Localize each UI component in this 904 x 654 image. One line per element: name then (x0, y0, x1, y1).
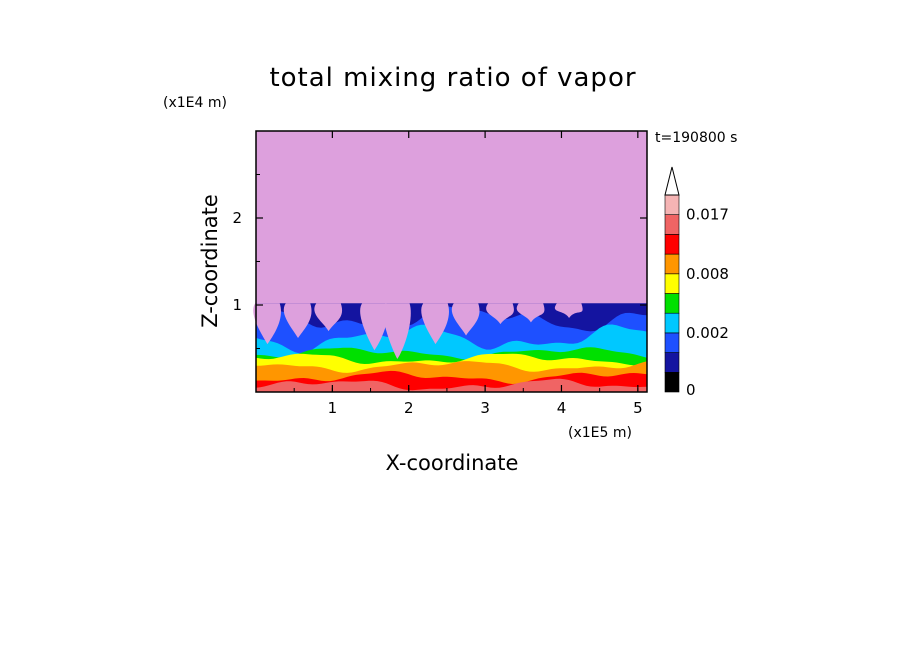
chart-title: total mixing ratio of vapor (269, 63, 636, 93)
colorbar-label: 0 (686, 381, 696, 399)
colorbar-label: 0.008 (686, 265, 729, 283)
x-tick-label: 1 (328, 399, 338, 417)
y-tick-label: 1 (232, 296, 242, 314)
x-tick-label: 4 (557, 399, 567, 417)
colorbar-label: 0.017 (686, 206, 729, 224)
dry-intrusion (283, 303, 312, 339)
contour-layer (256, 378, 647, 392)
dry-intrusion (253, 303, 281, 345)
colorbar-swatch (664, 214, 680, 235)
x-tick-label: 2 (404, 399, 414, 417)
x-axis: 1 2 3 4 5 (293, 131, 643, 417)
colorbar-swatch (664, 371, 680, 393)
colorbar-swatch (664, 273, 680, 294)
colorbar-swatch (664, 352, 680, 373)
colorbar: 0 0.002 0.008 0.017 (664, 166, 729, 399)
y-tick-label: 2 (232, 209, 242, 227)
colorbar-swatch (664, 253, 680, 275)
plot-area (253, 131, 647, 392)
dry-intrusion (554, 303, 583, 319)
dry-intrusion (486, 303, 514, 325)
x-tick-label: 3 (480, 399, 490, 417)
colorbar-swatch (664, 194, 680, 216)
y-axis: 12 (232, 174, 647, 349)
colorbar-extend-arrow (664, 166, 680, 196)
colorbar-label: 0.002 (686, 324, 729, 342)
colorbar-swatch (664, 293, 680, 314)
colorbar-swatch (664, 312, 680, 334)
dry-intrusion (360, 303, 388, 351)
dry-intrusion (516, 303, 545, 323)
dry-intrusion (421, 303, 449, 345)
time-label: t=190800 s (655, 130, 737, 146)
colorbar-swatch (664, 234, 680, 255)
dry-intrusion (383, 303, 411, 359)
x-unit-label: (x1E5 m) (568, 425, 632, 441)
dry-intrusion (451, 303, 480, 336)
y-axis-title: Z-coordinate (198, 194, 222, 328)
x-axis-title: X-coordinate (386, 451, 519, 475)
y-unit-label: (x1E4 m) (163, 95, 227, 111)
dry-intrusion (314, 303, 343, 332)
colorbar-swatch (664, 332, 680, 353)
x-tick-label: 5 (633, 399, 643, 417)
